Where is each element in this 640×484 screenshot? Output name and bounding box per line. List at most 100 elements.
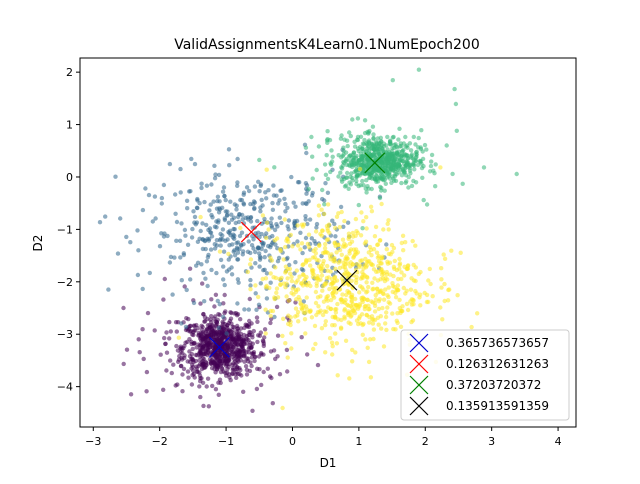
scatter-point-cluster-3	[359, 154, 364, 160]
scatter-point-cluster-2	[222, 216, 227, 221]
scatter-point-cluster-4	[283, 285, 288, 290]
scatter-point-cluster-4	[379, 201, 384, 207]
scatter-point-cluster-2	[235, 183, 240, 188]
scatter-point-cluster-3	[347, 130, 352, 135]
scatter-point-cluster-3	[390, 78, 395, 83]
scatter-point-cluster-1	[212, 304, 217, 309]
scatter-point-cluster-4	[336, 211, 341, 216]
scatter-point-cluster-1	[241, 389, 246, 394]
scatter-point-cluster-2	[170, 292, 175, 297]
scatter-point-cluster-4	[319, 207, 324, 212]
scatter-point-cluster-3	[355, 116, 361, 121]
scatter-point-cluster-1	[182, 355, 187, 361]
scatter-point-cluster-2	[218, 236, 223, 242]
scatter-point-cluster-2	[221, 249, 227, 254]
scatter-point-cluster-2	[202, 299, 207, 304]
scatter-point-cluster-4	[245, 269, 250, 275]
scatter-point-cluster-4	[368, 375, 374, 380]
scatter-point-cluster-4	[302, 317, 308, 322]
scatter-point-cluster-4	[260, 213, 266, 218]
scatter-point-cluster-4	[369, 253, 374, 258]
scatter-point-cluster-3	[404, 179, 409, 184]
scatter-point-cluster-1	[245, 359, 251, 364]
scatter-point-cluster-2	[268, 220, 273, 226]
scatter-point-cluster-2	[246, 217, 251, 222]
scatter-point-cluster-3	[322, 202, 327, 207]
scatter-point-cluster-4	[386, 285, 391, 290]
scatter-point-cluster-4	[289, 274, 294, 280]
scatter-point-cluster-1	[228, 332, 233, 338]
scatter-point-cluster-4	[383, 287, 388, 292]
legend-entry[interactable]: 0.365736573657	[409, 333, 549, 353]
scatter-point-cluster-3	[409, 155, 414, 160]
legend-entry[interactable]: 0.126312631263	[409, 354, 549, 374]
scatter-point-cluster-2	[188, 189, 193, 194]
scatter-point-cluster-4	[313, 229, 319, 234]
scatter-point-cluster-4	[284, 294, 289, 299]
scatter-point-cluster-4	[362, 241, 368, 246]
scatter-point-cluster-1	[270, 401, 275, 406]
scatter-point-cluster-2	[143, 186, 148, 191]
scatter-point-cluster-3	[389, 180, 394, 185]
scatter-point-cluster-3	[325, 140, 330, 145]
scatter-point-cluster-3	[408, 171, 413, 176]
legend[interactable]: 0.365736573657 0.126312631263 0.3720372037…	[400, 329, 570, 421]
scatter-point-cluster-4	[372, 317, 378, 323]
scatter-point-cluster-1	[158, 352, 163, 357]
scatter-point-cluster-3	[336, 153, 341, 158]
scatter-point-cluster-4	[375, 242, 380, 248]
scatter-point-cluster-2	[193, 222, 198, 227]
scatter-point-cluster-1	[191, 368, 196, 373]
x-tick-label: 1	[355, 435, 362, 448]
scatter-point-cluster-4	[343, 297, 348, 303]
scatter-point-cluster-2	[312, 239, 317, 244]
scatter-point-cluster-4	[337, 247, 343, 253]
scatter-point-cluster-1	[164, 368, 169, 373]
legend-entry[interactable]: 0.135913591359	[409, 396, 549, 416]
scatter-point-cluster-4	[400, 304, 405, 309]
scatter-point-cluster-4	[391, 273, 396, 279]
scatter-point-cluster-4	[439, 277, 444, 282]
scatter-point-cluster-1	[209, 314, 214, 319]
scatter-point-cluster-2	[167, 260, 173, 265]
scatter-point-cluster-3	[431, 168, 436, 173]
scatter-point-cluster-2	[212, 163, 217, 168]
scatter-point-cluster-1	[185, 369, 191, 374]
scatter-point-cluster-1	[234, 313, 240, 318]
scatter-point-cluster-1	[230, 371, 235, 377]
scatter-point-cluster-2	[229, 272, 235, 277]
scatter-point-cluster-3	[364, 178, 369, 183]
scatter-point-cluster-3	[354, 153, 359, 159]
scatter-point-cluster-2	[251, 246, 256, 251]
scatter-point-cluster-4	[318, 266, 323, 271]
scatter-point-cluster-2	[254, 307, 259, 312]
scatter-point-cluster-4	[288, 271, 293, 276]
scatter-point-cluster-4	[304, 283, 310, 288]
scatter-point-cluster-1	[223, 309, 228, 314]
legend-entry[interactable]: 0.37203720372	[409, 375, 541, 395]
scatter-point-cluster-1	[162, 276, 167, 282]
scatter-point-cluster-1	[182, 284, 187, 289]
scatter-point-cluster-2	[217, 206, 222, 211]
scatter-point-cluster-3	[376, 150, 382, 155]
scatter-point-cluster-4	[351, 255, 356, 260]
scatter-point-cluster-3	[404, 143, 410, 148]
scatter-point-cluster-4	[296, 319, 301, 324]
scatter-point-cluster-3	[361, 171, 366, 176]
scatter-point-cluster-2	[233, 220, 238, 226]
scatter-point-cluster-1	[259, 350, 264, 356]
scatter-point-cluster-2	[226, 229, 231, 235]
scatter-point-cluster-4	[445, 298, 451, 303]
scatter-point-cluster-3	[413, 142, 418, 147]
scatter-point-cluster-1	[201, 403, 206, 409]
scatter-point-cluster-4	[364, 280, 369, 285]
scatter-point-cluster-1	[284, 347, 290, 353]
scatter-point-cluster-4	[377, 238, 383, 243]
scatter-point-cluster-4	[439, 285, 444, 290]
scatter-point-cluster-2	[304, 201, 309, 207]
scatter-point-cluster-2	[226, 220, 232, 225]
centroid-marker-3	[364, 152, 386, 174]
scatter-point-cluster-4	[290, 244, 295, 249]
scatter-point-cluster-4	[371, 267, 377, 272]
scatter-point-cluster-4	[346, 320, 351, 325]
